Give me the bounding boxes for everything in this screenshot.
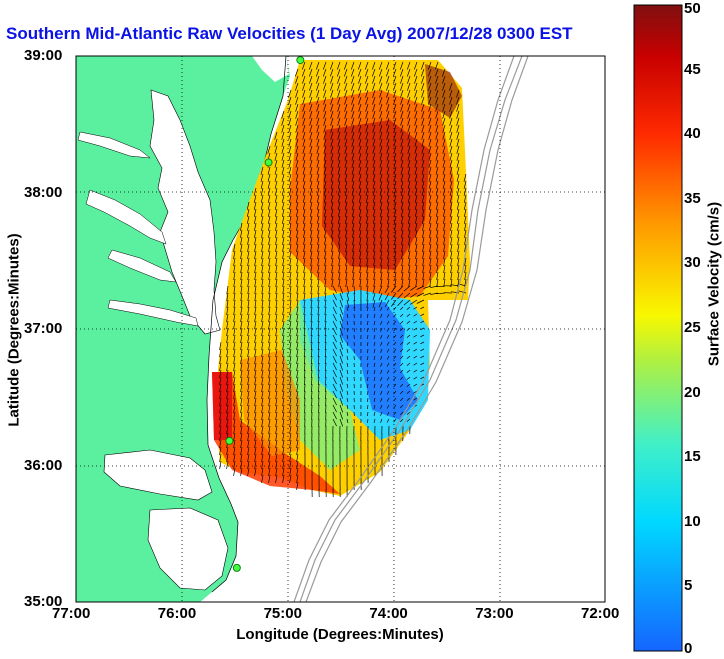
colorbar-tick-label: 35 [684, 189, 701, 207]
rappahannock-river [107, 249, 177, 283]
lon-tick-label: 73:00 [475, 605, 514, 622]
lat-tick-label: 38:00 [24, 183, 63, 201]
field-core-north [322, 120, 430, 270]
colorbar-tick-label: 5 [684, 577, 693, 595]
albemarle-sound [103, 449, 213, 501]
colorbar-tick-label: 50 [684, 0, 701, 17]
radar-station-marker [225, 436, 234, 445]
map-title: Southern Mid-Atlantic Raw Velocities (1 … [6, 24, 573, 43]
lat-tick-label: 39:00 [24, 47, 63, 64]
colorbar-tick-label: 25 [684, 319, 701, 336]
velocity-vectors [219, 61, 467, 498]
lon-tick-label: 72:00 [581, 605, 620, 622]
chesapeake-bay [149, 89, 221, 335]
radar-stations [225, 56, 305, 572]
colorbar [633, 4, 683, 652]
field-red-patch [212, 372, 232, 440]
vector-arrows [219, 61, 467, 498]
bathymetry-contours [293, 56, 529, 602]
field-red-south [212, 372, 340, 494]
map-content [76, 56, 605, 602]
colorbar-tick-label: 15 [684, 448, 701, 466]
radar-station-marker [232, 563, 241, 572]
radar-station-marker [296, 56, 305, 65]
lon-tick-label: 77:00 [52, 605, 91, 622]
grid-lines [76, 56, 605, 602]
york-james-river [107, 299, 199, 327]
colorbar-tick-label: 45 [684, 60, 701, 78]
lon-tick-label: 75:00 [263, 605, 302, 622]
colorbar-tick-label: 40 [684, 125, 701, 143]
plot-frame [75, 55, 606, 603]
x-axis-label: Longitude (Degrees:Minutes) [236, 626, 444, 643]
potomac-river [85, 189, 167, 245]
lat-tick-label: 36:00 [24, 456, 63, 474]
colorbar-tick-label: 20 [684, 383, 701, 401]
northern-river [77, 131, 151, 159]
lon-tick-label: 76:00 [157, 605, 197, 622]
delaware-bay [252, 56, 289, 82]
colorbar-tick-label: 30 [684, 254, 701, 272]
field-slowest-zone [340, 302, 418, 420]
field-dark-north [425, 64, 462, 118]
colorbar-tick-label: 10 [684, 512, 701, 530]
velocity-field [212, 60, 470, 498]
lat-tick-label: 37:00 [24, 320, 63, 337]
lat-tick-label: 35:00 [24, 593, 63, 610]
radar-station-marker [264, 158, 273, 167]
colorbar-tick-label: 0 [684, 640, 693, 657]
pamlico-sound [147, 507, 229, 591]
lon-tick-label: 74:00 [369, 605, 408, 622]
